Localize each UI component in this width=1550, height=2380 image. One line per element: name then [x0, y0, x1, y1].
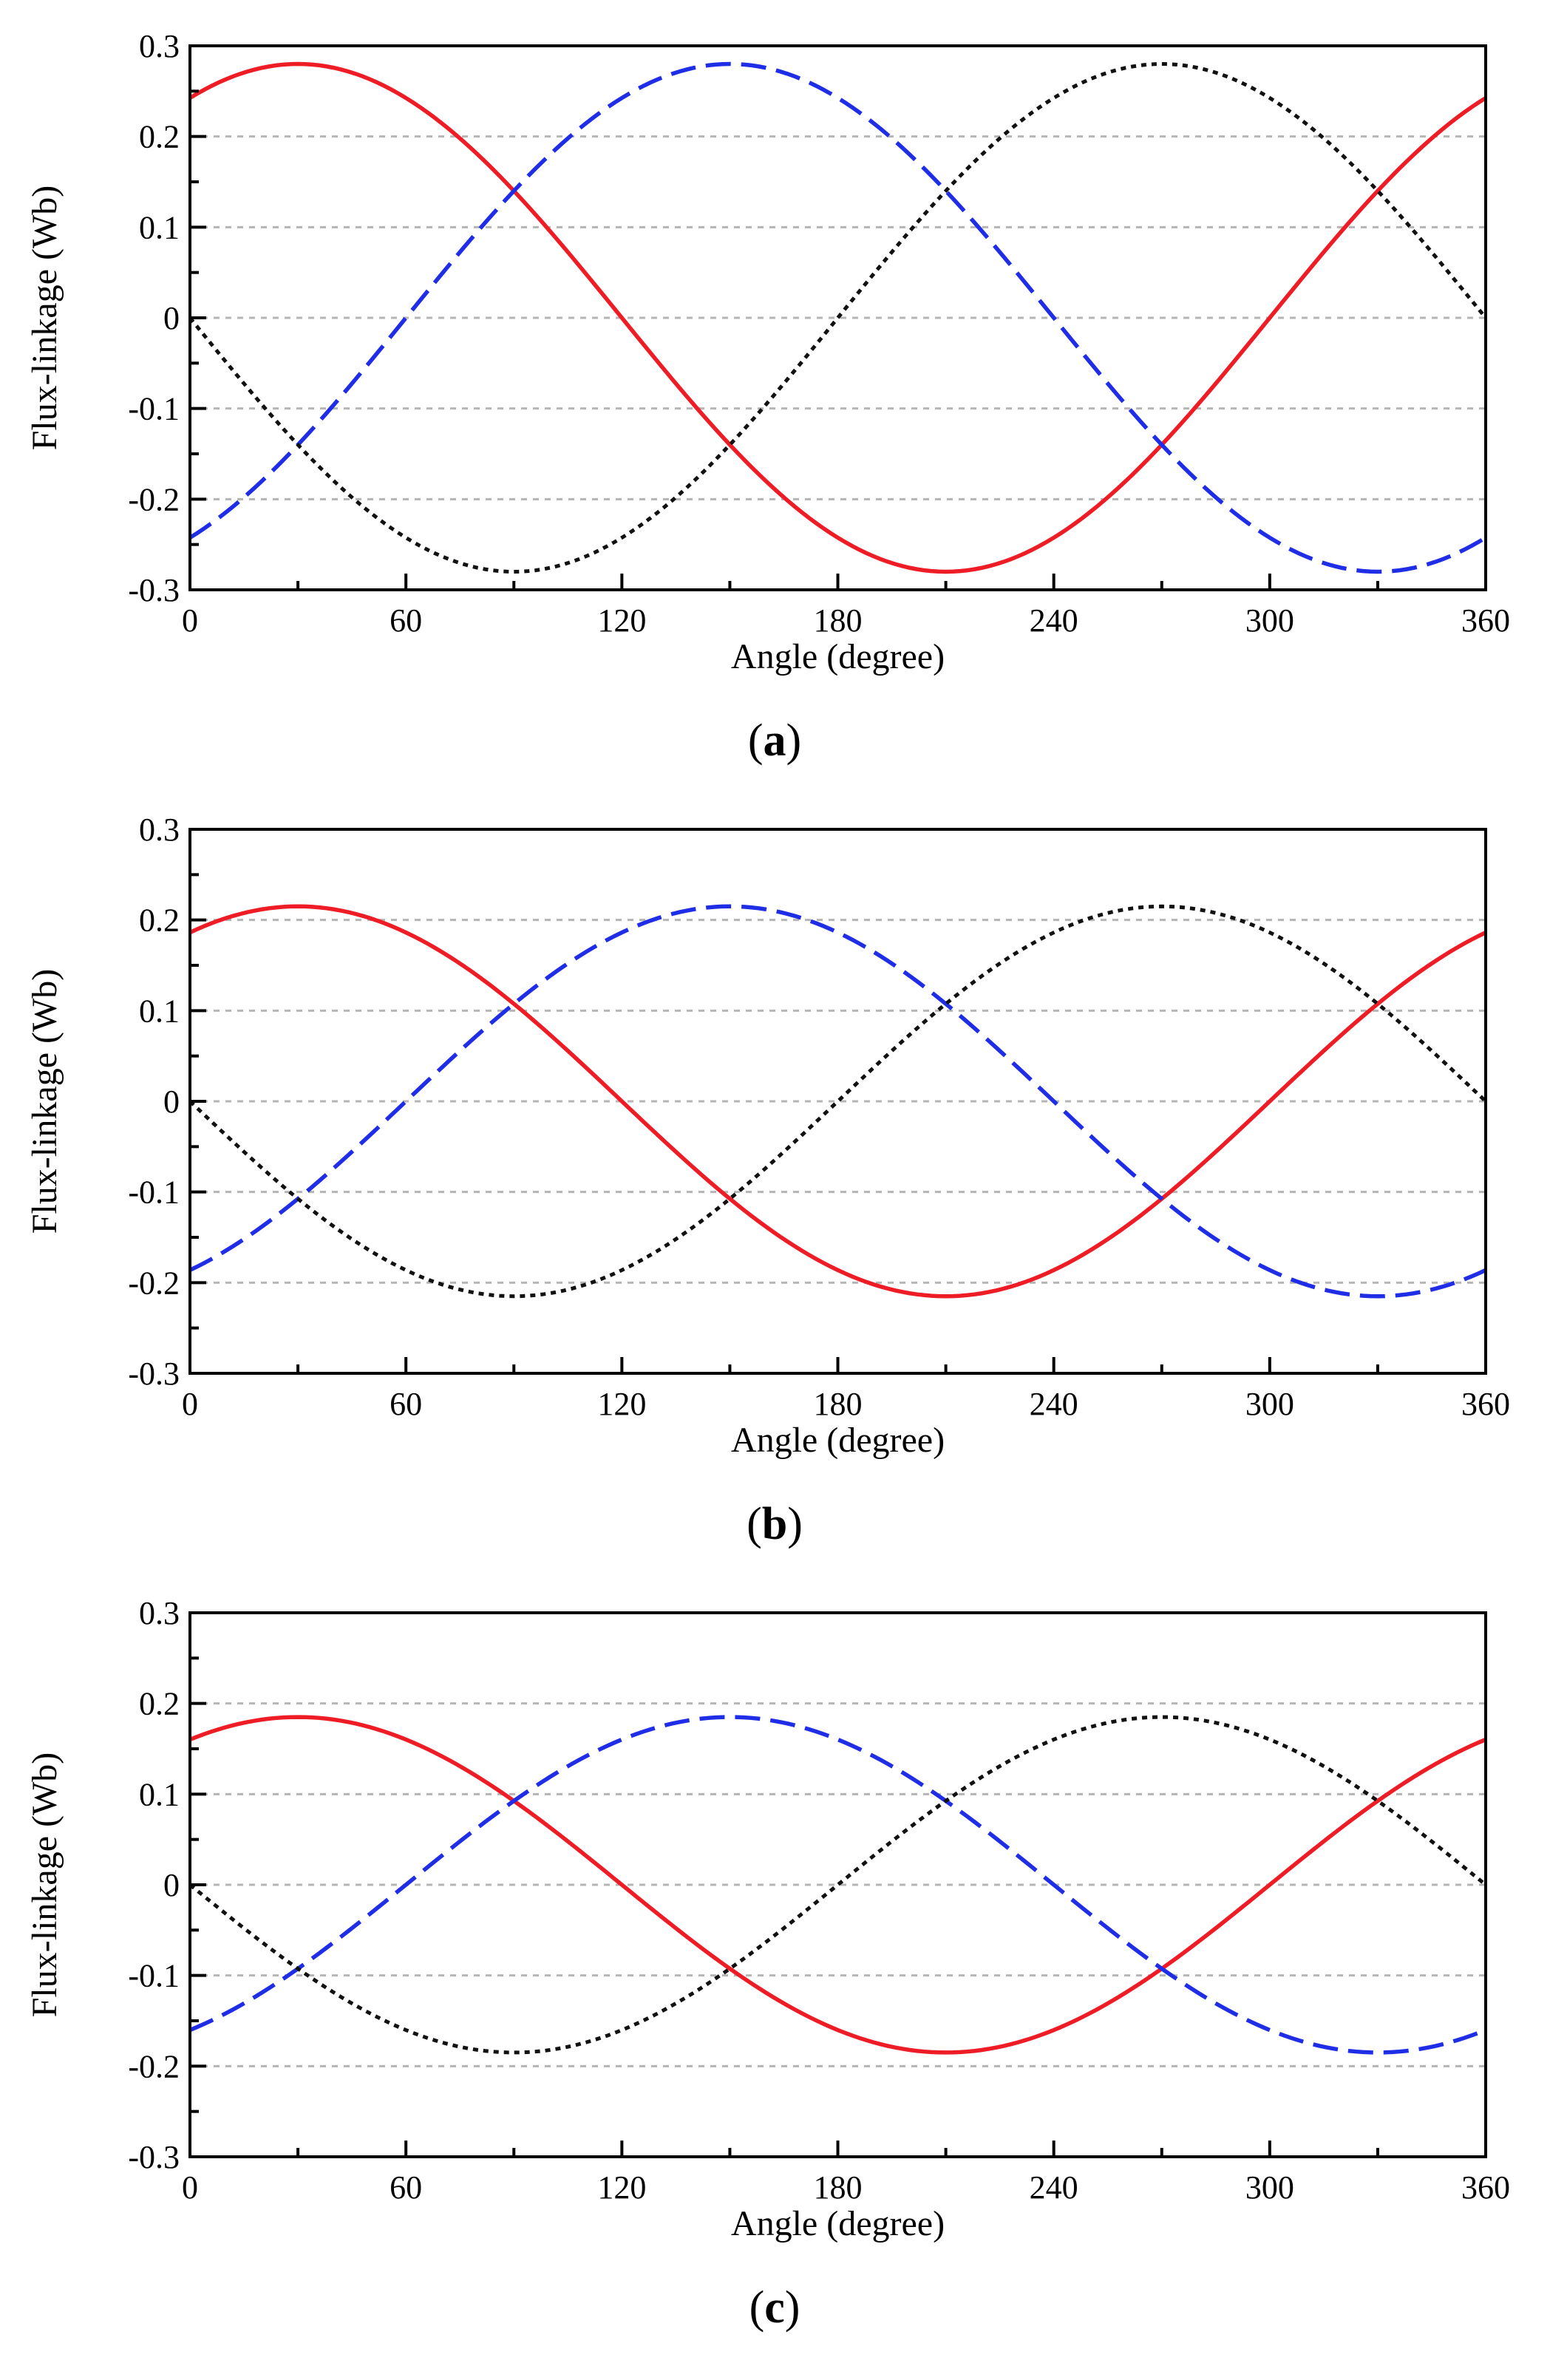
- y-tick-label: 0.2: [139, 1686, 180, 1722]
- x-tick-label: 120: [597, 602, 646, 639]
- y-axis-title: Flux-linkage (Wb): [25, 186, 64, 451]
- y-tick-label: 0.2: [139, 902, 180, 939]
- caption-letter: b: [762, 1499, 787, 1549]
- y-tick-label: 0.3: [139, 28, 180, 64]
- y-tick-label: 0.3: [139, 1595, 180, 1631]
- x-tick-label: 300: [1245, 2169, 1294, 2206]
- series-line-1: [188, 1715, 1487, 2055]
- x-tick-label: 0: [182, 1386, 198, 1422]
- x-tick-label: 300: [1245, 602, 1294, 639]
- panel-caption: (c): [749, 2282, 801, 2333]
- y-tick-label: -0.2: [128, 1265, 180, 1301]
- y-tick-label: 0.1: [139, 993, 180, 1029]
- x-tick-label: 120: [597, 2169, 646, 2206]
- series-line-2: [188, 904, 1487, 1299]
- x-tick-label: 180: [814, 602, 863, 639]
- caption-letter: a: [764, 715, 786, 766]
- x-tick-label: 60: [390, 2169, 422, 2206]
- y-tick-label: -0.1: [128, 391, 180, 427]
- x-tick-label: 0: [182, 602, 198, 639]
- y-tick-label: 0.1: [139, 209, 180, 245]
- y-tick-label: -0.2: [128, 481, 180, 517]
- chart-panel-c: 0.30.20.10-0.1-0.2-0.30 60 120 180 240 300 360…: [25, 1595, 1510, 2333]
- series-line-0: [188, 904, 1487, 1299]
- y-tick-label: -0.3: [128, 2139, 180, 2175]
- y-tick-label: -0.3: [128, 572, 180, 608]
- y-tick-label: -0.3: [128, 1356, 180, 1392]
- x-tick-label: 240: [1030, 1386, 1078, 1422]
- x-tick-label: 180: [814, 1386, 863, 1422]
- y-tick-label: 0.2: [139, 119, 180, 155]
- y-tick-label: -0.2: [128, 2048, 180, 2084]
- series-line-1: [188, 904, 1487, 1299]
- chart-panel-a: 0.30.20.10-0.1-0.2-0.30 60 120 180 240 300 360…: [25, 28, 1510, 766]
- x-tick-label: 240: [1030, 602, 1078, 639]
- panel-caption: (a): [748, 715, 801, 766]
- caption-letter: c: [764, 2282, 785, 2333]
- y-tick-label: 0.1: [139, 1776, 180, 1812]
- y-tick-label: -0.1: [128, 1174, 180, 1211]
- y-axis-title: Flux-linkage (Wb): [25, 1752, 64, 2018]
- series-line-2: [188, 1715, 1487, 2055]
- y-tick-label: 0.3: [139, 812, 180, 848]
- x-tick-label: 240: [1030, 2169, 1078, 2206]
- series-line-0: [188, 1715, 1487, 2055]
- y-axis-title: Flux-linkage (Wb): [25, 969, 64, 1234]
- x-tick-label: 180: [814, 2169, 863, 2206]
- x-axis-title: Angle (degree): [731, 2204, 945, 2243]
- x-tick-label: 120: [597, 1386, 646, 1422]
- y-tick-label: 0: [163, 1084, 180, 1120]
- y-tick-label: 0: [163, 300, 180, 336]
- y-tick-label: -0.1: [128, 1958, 180, 1994]
- series-line-0: [188, 61, 1487, 574]
- x-tick-label: 360: [1461, 1386, 1510, 1422]
- x-axis-title: Angle (degree): [731, 637, 945, 676]
- x-tick-label: 360: [1461, 602, 1510, 639]
- x-tick-label: 0: [182, 2169, 198, 2206]
- x-tick-label: 60: [390, 602, 422, 639]
- x-tick-label: 360: [1461, 2169, 1510, 2206]
- series-line-2: [188, 62, 1487, 574]
- chart-panel-b: 0.30.20.10-0.1-0.2-0.30 60 120 180 240 300 360…: [25, 812, 1510, 1549]
- y-tick-label: 0: [163, 1867, 180, 1903]
- series-line-1: [188, 61, 1487, 574]
- panel-caption: (b): [747, 1499, 803, 1549]
- x-tick-label: 300: [1245, 1386, 1294, 1422]
- x-axis-title: Angle (degree): [731, 1421, 945, 1460]
- x-tick-label: 60: [390, 1386, 422, 1422]
